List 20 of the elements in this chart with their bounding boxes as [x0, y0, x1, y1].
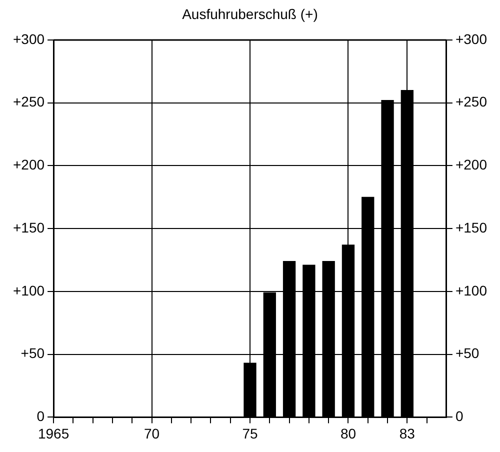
y-tick-label: +200 [12, 156, 45, 173]
y-tick-label: +100 [12, 282, 45, 298]
y2-tick-label: +300 [455, 30, 488, 47]
x-tick-label: 80 [340, 425, 356, 442]
y-tick-label: +250 [12, 94, 45, 110]
x-tick-label: 1965 [38, 425, 70, 442]
y-tick-label: +300 [12, 30, 45, 47]
y2-tick-label: 0 [455, 408, 464, 424]
y2-tick-label: +200 [455, 156, 488, 173]
x-tick-label: 75 [242, 425, 258, 442]
y-tick-label: +50 [20, 345, 45, 362]
y2-tick-label: +100 [455, 282, 488, 298]
y-tick-label: +150 [12, 219, 45, 236]
x-tick-label: 70 [144, 425, 160, 442]
x-tick-label: 83 [399, 425, 416, 442]
chart-title: Ausfuhruberschuß (+) [181, 6, 319, 22]
y2-tick-label: +50 [455, 345, 480, 362]
y-tick-label: 0 [36, 408, 45, 424]
y2-tick-label: +250 [455, 94, 488, 110]
y2-tick-label: +150 [455, 219, 488, 236]
